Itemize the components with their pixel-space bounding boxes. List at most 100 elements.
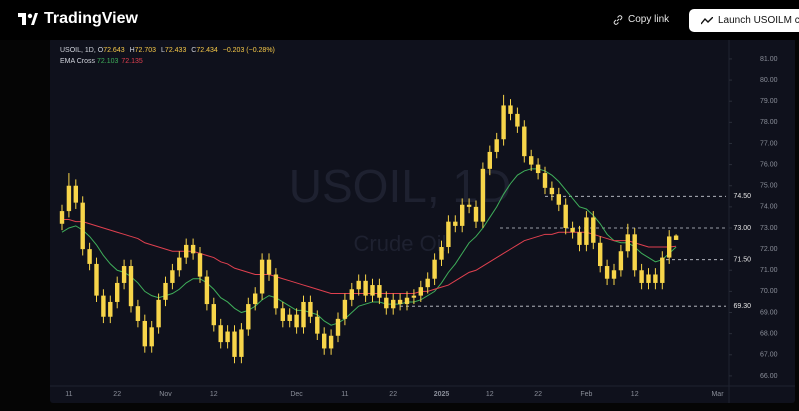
legend: USOIL, 1D, O72.643 H72.703 L72.433 C72.4…: [60, 45, 278, 67]
candle-body: [170, 270, 175, 283]
candle-body: [363, 280, 368, 296]
chart-panel: [50, 38, 795, 403]
candle-body: [301, 301, 306, 328]
candle-body: [149, 327, 154, 347]
ohlc-label: H: [129, 47, 135, 54]
candle-body: [177, 257, 182, 271]
candle-body: [308, 301, 313, 317]
candle-body: [377, 285, 382, 298]
x-tick-label: Dec: [290, 391, 303, 398]
candle-body: [660, 257, 665, 283]
candle-body: [204, 276, 210, 305]
candle-body: [432, 259, 437, 279]
candle-body: [653, 274, 658, 283]
x-tick-label: 2025: [434, 391, 450, 398]
y-tick-label: 68.00: [760, 330, 778, 337]
y-tick-label: 67.00: [760, 352, 778, 359]
candle-body: [342, 299, 348, 319]
ema-value: 72.135: [121, 58, 143, 65]
candle-body: [211, 304, 216, 326]
candle-body: [667, 236, 672, 258]
logo[interactable]: TradingView: [18, 10, 138, 28]
logo-icon: [18, 13, 38, 25]
x-tick-label: 11: [65, 391, 72, 398]
candle-body: [266, 259, 272, 275]
ohlc-label: C: [191, 47, 197, 54]
watermark: USOIL, 1D: [289, 160, 511, 212]
candle-body: [466, 204, 472, 207]
chart-icon: [701, 16, 713, 24]
candle-body: [197, 253, 203, 277]
candle-body: [239, 329, 244, 357]
x-tick-label: Feb: [580, 391, 592, 398]
x-tick-label: 22: [389, 391, 397, 398]
candle-body: [328, 335, 334, 349]
candle-body: [522, 126, 527, 157]
ohlc-value: 72.643: [103, 47, 125, 54]
candle-body: [625, 234, 630, 252]
level-label: 71.50: [733, 257, 751, 264]
y-tick-label: 81.00: [760, 56, 778, 63]
y-tick-label: 77.00: [760, 140, 778, 147]
candle-body: [508, 105, 513, 114]
candle-body: [218, 325, 223, 343]
candle-body: [142, 320, 147, 347]
candle-body: [460, 204, 465, 226]
candle-body: [515, 113, 520, 127]
launch-button[interactable]: Launch USOILM chart: [689, 9, 799, 32]
candle-body: [584, 217, 589, 245]
candle-body: [184, 244, 189, 258]
candle-body: [135, 306, 141, 321]
x-tick-label: 12: [631, 391, 639, 398]
candle-body: [163, 282, 168, 300]
change: −0.203 (−0.28%): [222, 47, 275, 54]
candle-body: [397, 299, 403, 305]
watermark: Crude Oil: [354, 231, 447, 256]
candle-body: [294, 314, 299, 328]
y-tick-label: 69.00: [760, 309, 778, 316]
y-tick-label: 66.00: [760, 373, 778, 380]
level-label: 74.50: [733, 193, 751, 200]
level-label: 73.00: [733, 225, 751, 232]
ohlc-label: O: [97, 47, 104, 54]
candle-body: [384, 297, 389, 309]
candle-body: [246, 304, 251, 330]
candle-body: [673, 235, 679, 240]
candle-body: [411, 295, 417, 298]
y-tick-label: 74.00: [760, 204, 778, 211]
y-tick-label: 73.00: [760, 225, 778, 232]
candle-body: [480, 168, 486, 222]
symbol: USOIL, 1D,: [60, 47, 96, 54]
ohlc-value: 72.434: [196, 47, 218, 54]
x-tick-label: Nov: [159, 391, 172, 398]
candle-body: [253, 293, 258, 305]
candle-body: [87, 249, 92, 264]
candle-body: [535, 164, 541, 174]
y-tick-label: 79.00: [760, 98, 778, 105]
copy-link[interactable]: Copy link: [613, 14, 669, 25]
level-label: 69.30: [733, 303, 751, 310]
link-icon: [613, 14, 623, 25]
candle-body: [73, 185, 78, 203]
y-tick-label: 78.00: [760, 119, 778, 126]
candle-body: [604, 266, 610, 279]
candle-body: [404, 297, 410, 305]
candle-body: [418, 287, 423, 296]
logo-text: TradingView: [44, 10, 138, 27]
candle-body: [549, 187, 555, 195]
candle-body: [598, 242, 603, 267]
candle-body: [335, 318, 341, 336]
y-tick-label: 71.00: [760, 267, 778, 274]
candle-body: [453, 221, 458, 226]
candle-body: [529, 156, 534, 165]
ohlc-value: 72.433: [164, 47, 187, 54]
candle-body: [80, 202, 85, 250]
candle-body: [391, 299, 396, 309]
x-tick-label: Mar: [711, 391, 724, 398]
launch-text: Launch USOILM chart: [718, 15, 799, 26]
y-tick-label: 75.00: [760, 183, 778, 190]
candle-body: [66, 185, 72, 212]
candle-body: [349, 289, 354, 300]
